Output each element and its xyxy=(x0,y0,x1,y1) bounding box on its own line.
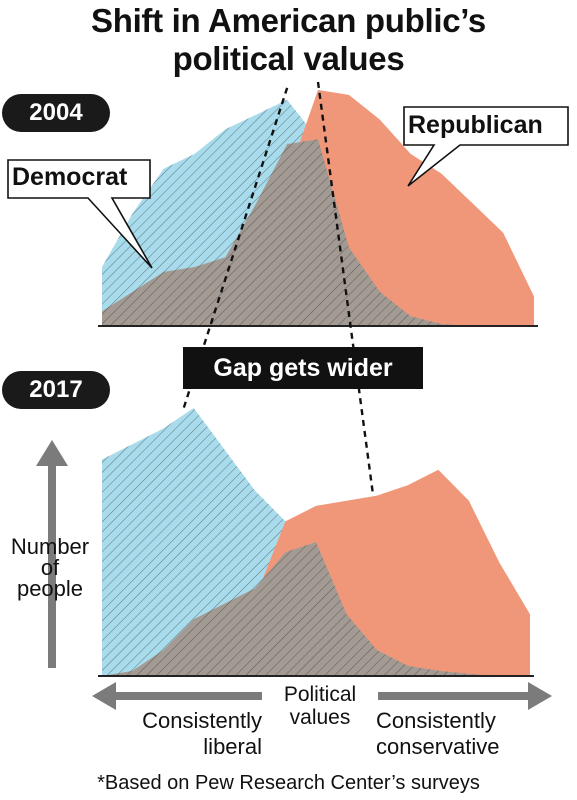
y-axis-label-line-1: Number xyxy=(10,534,90,559)
chart-title: Shift in American public’s political val… xyxy=(0,2,577,78)
y-axis-label-line-3: people xyxy=(16,576,84,601)
x-axis-right-line-1: Consistently xyxy=(376,708,496,733)
y-axis-arrowhead xyxy=(36,440,68,466)
republican-callout xyxy=(403,106,569,187)
gap-label: Gap gets wider xyxy=(183,347,423,389)
x-axis-left-arrowhead xyxy=(92,682,116,710)
x-axis-left-line-1: Consistently xyxy=(142,708,262,733)
democrat-callout xyxy=(7,159,153,269)
x-axis-right-label: Consistently conservative xyxy=(376,708,576,760)
title-line-2: political values xyxy=(172,40,405,77)
x-axis-label-line-2: values xyxy=(289,706,351,729)
democrat-label: Democrat xyxy=(12,163,128,191)
x-axis-label-line-1: Political xyxy=(283,683,357,706)
year-badge-2004: 2004 xyxy=(2,94,110,132)
hatch-2017-overlap xyxy=(102,542,530,676)
guide-line-republican xyxy=(316,81,375,496)
x-axis-left-line-2: liberal xyxy=(203,734,262,759)
x-axis-left-label: Consistently liberal xyxy=(110,708,262,760)
republican-label: Republican xyxy=(408,111,543,139)
x-axis-right-line-2: conservative xyxy=(376,734,500,759)
y-axis-label-line-2: of xyxy=(40,555,60,580)
hatch-2004-overlap xyxy=(102,139,534,326)
x-axis-label: Political values xyxy=(262,683,378,729)
year-badge-2017: 2017 xyxy=(2,371,110,409)
x-axis-right-arrowhead xyxy=(528,682,552,710)
footnote: *Based on Pew Research Center’s surveys xyxy=(97,772,480,794)
title-line-1: Shift in American public’s xyxy=(91,2,486,39)
y-axis-label: Number of people xyxy=(0,534,100,601)
